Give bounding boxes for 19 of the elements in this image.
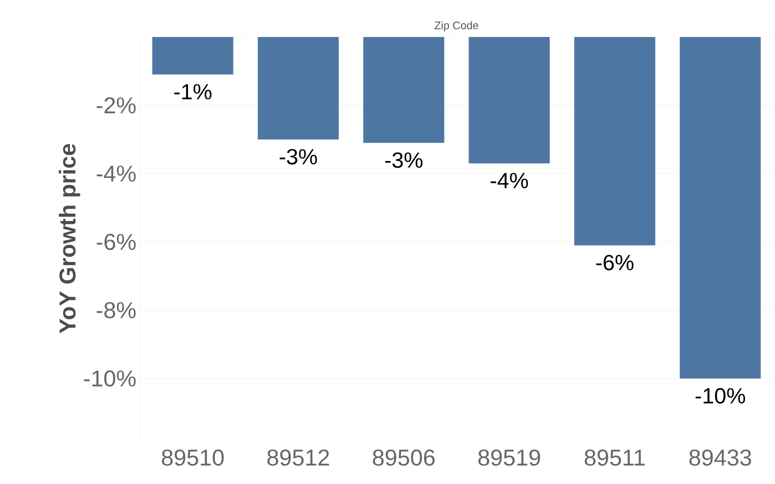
data-label: -3% <box>385 152 422 168</box>
x-tick-label: 89506 <box>372 450 435 466</box>
y-tick-label: -4% <box>96 166 136 182</box>
x-tick-label: 89519 <box>478 450 540 466</box>
y-axis-title: YoY Growth price <box>58 144 80 334</box>
x-tick-label: 89433 <box>689 450 752 466</box>
data-label: -3% <box>280 148 317 164</box>
data-label: -1% <box>174 84 212 100</box>
data-label: -10% <box>696 388 746 404</box>
y-tick-label: -8% <box>96 302 136 318</box>
data-label: -6% <box>596 254 634 270</box>
y-tick-label: -6% <box>96 234 136 250</box>
x-tick-label: 89510 <box>162 450 224 466</box>
y-tick-label: -10% <box>84 370 136 387</box>
data-label: -4% <box>490 172 528 188</box>
x-tick-label: 89512 <box>267 450 329 466</box>
y-tick-label: -2% <box>96 97 136 114</box>
x-tick-label: 89511 <box>584 450 645 466</box>
x-axis-title: Zip Code <box>434 21 478 32</box>
